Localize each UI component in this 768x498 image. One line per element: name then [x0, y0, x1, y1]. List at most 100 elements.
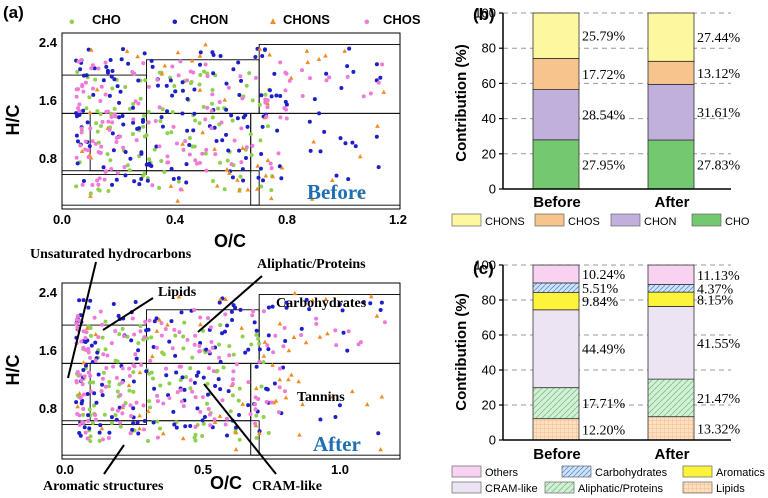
bar-data-label: 8.15% [697, 293, 734, 308]
scatter-point-chons [357, 192, 363, 197]
scatter-point-chon [170, 93, 175, 98]
scatter-point-chos [78, 143, 83, 148]
scatter-point-chons [261, 353, 267, 358]
bar-b-yticks: 0 20 40 60 80 100 [474, 6, 503, 197]
scatter-point-cho [87, 380, 92, 385]
scatter-point-chon [183, 424, 188, 429]
scatter-point-chon [84, 73, 89, 78]
scatter-point-chon [180, 88, 185, 93]
scatter-point-chos [114, 139, 119, 144]
scatter-point-cho [93, 77, 98, 82]
scatter-point-cho [237, 437, 242, 442]
scatter-point-cho [218, 160, 223, 165]
scatter-point-chos [115, 408, 120, 413]
scatter-point-chos [131, 117, 136, 122]
scatter-point-chon [108, 58, 113, 63]
scatter-point-chons [175, 198, 180, 203]
scatter-point-chon [74, 111, 79, 116]
scatter-point-chons [227, 170, 232, 175]
scatter-point-cho [97, 438, 102, 443]
scatter-point-chos [74, 94, 79, 99]
scatter-point-chons [99, 426, 105, 431]
annotation-carbohydrates: Carbohydrates [276, 296, 367, 311]
scatter-point-chons [316, 56, 322, 61]
scatter-point-cho [157, 185, 162, 190]
scatter-point-chons [267, 52, 272, 57]
scatter-point-chons [323, 53, 328, 58]
scatter-point-chon [240, 167, 245, 172]
scatter-point-chos [106, 436, 111, 441]
scatter-point-chon [100, 393, 105, 398]
scatter-point-chon [351, 69, 356, 74]
scatter-point-chos [282, 389, 287, 394]
vk-region-box [258, 294, 401, 364]
scatter-point-chon [243, 156, 248, 161]
scatter-point-chos [327, 75, 332, 80]
scatter-point-chos [257, 359, 262, 364]
scatter-point-chos [264, 114, 269, 119]
scatter-point-chons [364, 402, 370, 407]
scatter-point-chons [203, 42, 208, 47]
scatter-point-chos [269, 166, 274, 171]
scatter-point-chos [114, 375, 119, 380]
bar-data-label: 4.37% [697, 282, 734, 297]
scatter-point-chos [200, 395, 205, 400]
xtick-label: 0.4 [166, 212, 185, 227]
scatter-point-chos [150, 183, 155, 188]
legend-label: Lipids [716, 483, 745, 495]
scatter-point-chons [198, 322, 203, 327]
bar-segment [532, 12, 580, 59]
scatter-point-cho [254, 413, 259, 418]
xtick-label: 0.0 [56, 462, 74, 477]
scatter-point-chon [182, 387, 187, 392]
scatter-point-chons [378, 447, 383, 452]
scatter-point-chon [368, 301, 373, 306]
scatter-point-chos [232, 138, 237, 143]
annotation-line [197, 275, 263, 333]
scatter-point-chos [95, 178, 100, 183]
vk-after-xlabel: O/C [210, 473, 242, 493]
scatter-point-chos [118, 420, 123, 425]
scatter-point-chon [266, 305, 271, 310]
scatter-point-cho [143, 78, 148, 83]
scatter-point-chon [168, 78, 173, 83]
scatter-point-cho [84, 106, 89, 111]
scatter-point-chon [218, 387, 223, 392]
scatter-point-cho [244, 83, 249, 88]
scatter-point-chons [224, 167, 230, 172]
ytick-label: 60 [482, 328, 496, 343]
scatter-point-chon [154, 144, 159, 149]
scatter-point-chon [220, 331, 225, 336]
bar-data-label: 31.61% [697, 106, 741, 121]
scatter-point-chon [347, 46, 352, 51]
scatter-point-chon [174, 425, 179, 430]
scatter-point-cho [205, 401, 210, 406]
scatter-point-chos [300, 93, 305, 98]
scatter-point-cho [103, 319, 108, 324]
scatter-point-cho [110, 86, 115, 91]
scatter-point-chons [265, 157, 271, 163]
scatter-point-chon [92, 66, 97, 71]
scatter-point-cho [158, 119, 163, 124]
scatter-point-chon [224, 107, 229, 112]
scatter-point-chos [204, 147, 209, 152]
scatter-point-chons [374, 313, 380, 318]
scatter-point-cho [257, 102, 262, 107]
scatter-point-chons [357, 154, 363, 159]
scatter-point-chons [270, 362, 275, 367]
scatter-point-chon [254, 364, 259, 369]
scatter-point-chon [196, 370, 201, 375]
scatter-point-cho [105, 152, 110, 157]
scatter-point-chon [171, 176, 176, 181]
scatter-point-chon [89, 343, 94, 348]
bar-segment [532, 309, 580, 389]
scatter-point-chos [110, 407, 115, 412]
bar-segment [647, 12, 695, 62]
scatter-point-chons [233, 430, 239, 435]
scatter-point-chons [180, 436, 186, 441]
scatter-point-cho [192, 144, 197, 149]
scatter-point-chons [262, 339, 268, 344]
scatter-point-chos [78, 395, 83, 400]
scatter-point-chons [286, 377, 291, 382]
scatter-point-chos [250, 313, 255, 318]
